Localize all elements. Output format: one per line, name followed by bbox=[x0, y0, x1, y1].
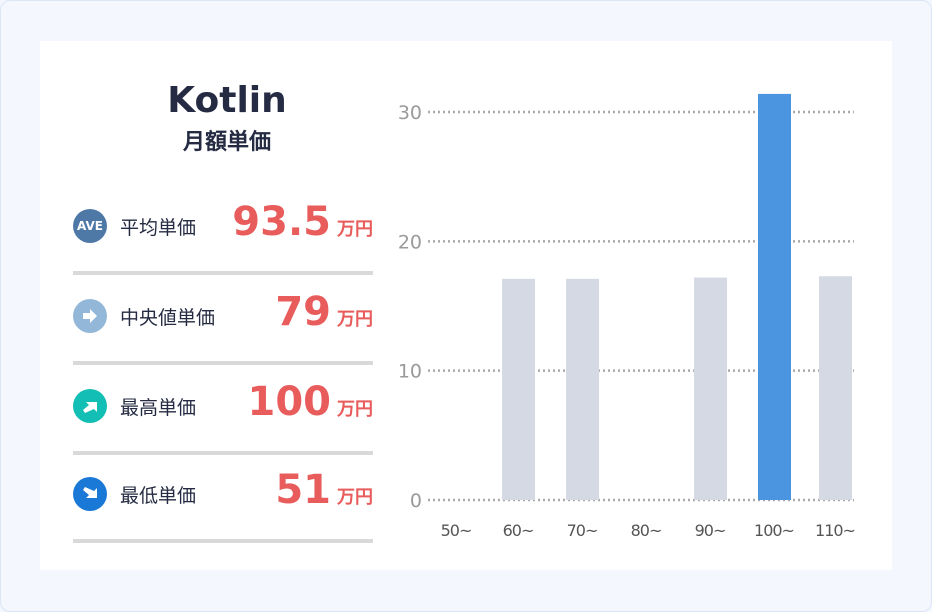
stat-value: 79 万円 bbox=[275, 289, 373, 335]
x-tick-label: 110~ bbox=[815, 521, 855, 540]
stat-row: 中央値単価 79 万円 bbox=[73, 285, 373, 345]
stat-value: 93.5 万円 bbox=[232, 199, 373, 245]
bar bbox=[758, 93, 791, 500]
bar bbox=[694, 277, 727, 500]
arrow-up-right-icon bbox=[73, 389, 107, 423]
y-tick-label: 20 bbox=[398, 231, 422, 253]
stat-label: 平均単価 bbox=[120, 217, 197, 239]
x-tick-label: 50~ bbox=[441, 521, 472, 540]
divider bbox=[73, 271, 373, 275]
y-tick-label: 10 bbox=[398, 361, 422, 383]
x-tick-label: 70~ bbox=[567, 521, 598, 540]
page-subtitle: 月額単価 bbox=[182, 130, 271, 155]
divider bbox=[73, 451, 373, 455]
card bbox=[40, 41, 892, 570]
x-tick-label: 90~ bbox=[695, 521, 726, 540]
stat-row: 最低単価 51 万円 bbox=[73, 463, 373, 523]
x-tick-label: 100~ bbox=[754, 521, 794, 540]
x-tick-label: 80~ bbox=[631, 521, 662, 540]
y-tick-label: 30 bbox=[398, 102, 422, 124]
x-tick-label: 60~ bbox=[503, 521, 534, 540]
stat-value: 100 万円 bbox=[247, 379, 374, 425]
stat-label: 最低単価 bbox=[120, 485, 197, 507]
bar bbox=[502, 278, 535, 500]
divider bbox=[73, 539, 373, 543]
y-tick-label: 0 bbox=[410, 490, 422, 512]
page-title: Kotlin bbox=[167, 80, 287, 121]
stat-value: 51 万円 bbox=[275, 467, 373, 513]
bar bbox=[819, 276, 852, 500]
stat-label: 最高単価 bbox=[120, 397, 197, 419]
arrow-down-right-icon bbox=[73, 477, 107, 511]
divider bbox=[73, 361, 373, 365]
stat-row: 最高単価 100 万円 bbox=[73, 375, 373, 435]
stat-label: 中央値単価 bbox=[120, 307, 216, 329]
stat-row: AVE 平均単価 93.5 万円 bbox=[73, 195, 373, 255]
ave-icon: AVE bbox=[73, 209, 107, 243]
bar bbox=[566, 278, 599, 500]
arrow-right-icon bbox=[73, 299, 107, 333]
